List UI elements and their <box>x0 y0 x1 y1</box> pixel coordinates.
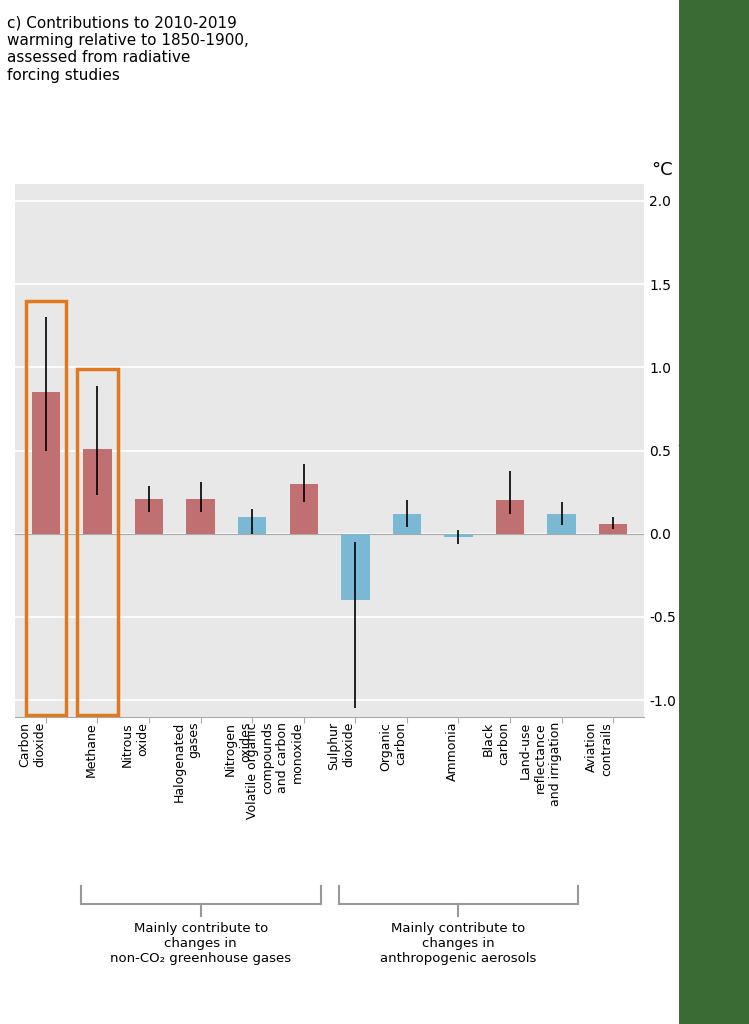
Bar <box>496 501 524 534</box>
Text: Halogenated
gases: Halogenated gases <box>172 722 201 802</box>
Bar <box>31 392 60 534</box>
Bar <box>77 369 118 715</box>
Text: Methane: Methane <box>85 722 97 776</box>
Text: Land-use
reflectance
and irrigation: Land-use reflectance and irrigation <box>518 722 562 806</box>
Bar <box>135 499 163 534</box>
Bar <box>599 524 628 534</box>
Text: c) Contributions to 2010-2019
warming relative to 1850-1900,
assessed from radia: c) Contributions to 2010-2019 warming re… <box>7 15 249 83</box>
Text: Mainly contribute to
changes in
non-CO₂ greenhouse gases: Mainly contribute to changes in non-CO₂ … <box>110 922 291 965</box>
Text: Volatile organic
compounds
and carbon
monoxide: Volatile organic compounds and carbon mo… <box>246 722 304 818</box>
Text: Nitrogen
oxides: Nitrogen oxides <box>224 722 252 776</box>
Bar <box>341 534 369 600</box>
Text: Mainly contribute to
changes in
anthropogenic aerosols: Mainly contribute to changes in anthropo… <box>380 922 537 965</box>
Bar <box>25 301 67 715</box>
Text: Nitrous
oxide: Nitrous oxide <box>121 722 149 767</box>
Text: Sulphur
dioxide: Sulphur dioxide <box>327 722 355 770</box>
Y-axis label: °C: °C <box>676 441 698 460</box>
Bar <box>83 449 112 534</box>
Text: Organic
carbon: Organic carbon <box>379 722 407 771</box>
Bar <box>392 514 421 534</box>
Bar <box>238 517 267 534</box>
Bar <box>290 484 318 534</box>
Bar <box>187 499 215 534</box>
Bar <box>548 514 576 534</box>
Text: Black
carbon: Black carbon <box>482 722 510 765</box>
Text: Ammonia: Ammonia <box>446 722 458 781</box>
Bar <box>444 534 473 537</box>
Text: Aviation
contrails: Aviation contrails <box>585 722 613 775</box>
Text: °C: °C <box>652 161 673 179</box>
Text: Carbon
dioxide: Carbon dioxide <box>18 722 46 767</box>
